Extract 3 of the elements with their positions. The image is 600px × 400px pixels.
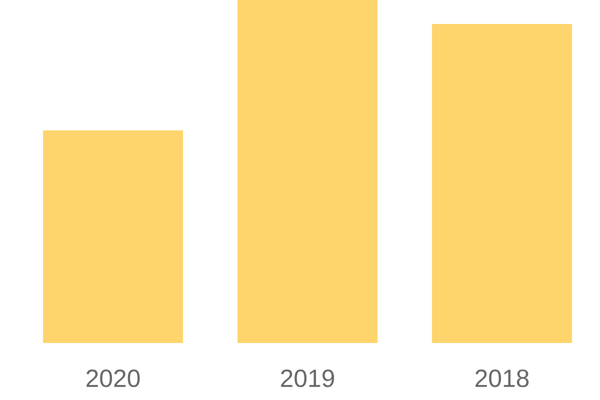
x-tick-label: 2019: [281, 370, 334, 388]
x-tick-label: 2018: [476, 370, 529, 388]
x-tick-label: 2020: [86, 370, 140, 388]
